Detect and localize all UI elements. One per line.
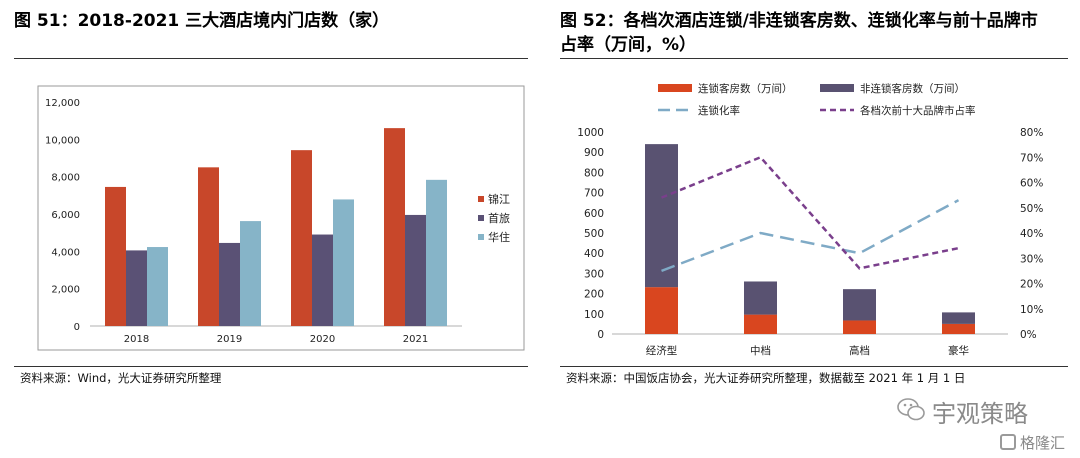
right-bar-nonchain <box>645 144 678 288</box>
right-y2-tick-label: 70% <box>1020 152 1043 164</box>
right-bar-nonchain <box>942 312 975 324</box>
left-bar-jinjiang <box>384 128 405 326</box>
right-y-tick-label: 500 <box>584 228 604 240</box>
right-x-tick-label: 经济型 <box>646 344 678 357</box>
right-line-chain-rate <box>661 199 960 273</box>
left-bar-huazhu <box>333 199 354 326</box>
right-y2-tick-label: 10% <box>1020 304 1043 316</box>
right-title-rule <box>560 58 1068 59</box>
right-bar-chain <box>843 320 876 334</box>
left-x-tick-label: 2021 <box>403 334 428 345</box>
left-chart: 0 2,000 4,000 6,000 8,000 10,000 12,000 2018 201… <box>37 85 525 351</box>
right-legend-label: 各档次前十大品牌市占率 <box>860 104 976 117</box>
left-bar-jinjiang <box>291 150 312 326</box>
left-y-tick-label: 4,000 <box>51 247 80 258</box>
right-legend-label: 连锁客房数（万间） <box>698 82 793 95</box>
left-title-rule <box>14 58 528 59</box>
left-y-tick-label: 10,000 <box>45 135 80 146</box>
right-bar-nonchain <box>744 281 777 315</box>
right-y2-tick-label: 80% <box>1020 127 1043 139</box>
left-bar-shoulv <box>405 214 426 326</box>
left-legend-label: 锦江 <box>488 192 510 206</box>
gelonghui-logo-icon <box>1000 434 1016 450</box>
wechat-icon <box>896 396 926 424</box>
right-legend-label: 非连锁客房数（万间） <box>860 82 965 95</box>
left-y-tick-label: 6,000 <box>51 210 80 221</box>
left-legend-label: 华住 <box>488 230 510 244</box>
left-legend-swatch <box>478 215 484 221</box>
right-y-tick-label: 200 <box>584 289 604 301</box>
right-legend-swatch-nonchain <box>820 84 854 92</box>
left-bar-huazhu <box>147 247 168 326</box>
right-line-top10-share <box>661 155 959 270</box>
right-bar-chain <box>942 323 975 334</box>
right-y2-tick-label: 0% <box>1020 329 1037 341</box>
right-y2-tick-label: 20% <box>1020 279 1043 291</box>
left-source-rule <box>14 366 528 367</box>
left-y-tick-label: 0 <box>74 322 80 333</box>
left-bar-shoulv <box>126 250 147 326</box>
left-bar-jinjiang <box>198 167 219 326</box>
right-y2-tick-label: 50% <box>1020 203 1043 215</box>
left-source-note: 资料来源：Wind，光大证券研究所整理 <box>20 371 222 385</box>
right-y-tick-label: 900 <box>584 147 604 159</box>
left-chart-title: 图 51：2018-2021 三大酒店境内门店数（家） <box>14 11 390 31</box>
right-y2-tick-label: 40% <box>1020 228 1043 240</box>
left-bar-huazhu <box>426 179 447 326</box>
right-y-tick-label: 700 <box>584 188 604 200</box>
right-bar-chain <box>744 314 777 334</box>
right-bar-chain <box>645 287 678 334</box>
right-source-rule <box>560 366 1068 367</box>
right-y2-tick-label: 60% <box>1020 178 1043 190</box>
right-y-tick-label: 800 <box>584 167 604 179</box>
left-y-tick-label: 8,000 <box>51 173 80 184</box>
left-bar-shoulv <box>312 234 333 326</box>
left-y-tick-label: 2,000 <box>51 285 80 296</box>
right-y-tick-label: 1000 <box>577 127 604 139</box>
left-x-tick-label: 2018 <box>124 334 149 345</box>
right-x-tick-label: 中档 <box>750 344 771 357</box>
watermark-text-yuguan: 宇观策略 <box>932 400 1028 428</box>
right-y-tick-label: 300 <box>584 268 604 280</box>
left-bar-shoulv <box>219 242 240 326</box>
right-y2-tick-label: 30% <box>1020 253 1043 265</box>
left-legend-swatch <box>478 196 484 202</box>
right-chart-title-line1: 图 52：各档次酒店连锁/非连锁客房数、连锁化率与前十品牌市 <box>560 11 1038 31</box>
right-legend-label: 连锁化率 <box>698 104 740 117</box>
right-y-tick-label: 100 <box>584 309 604 321</box>
left-legend-swatch <box>478 234 484 240</box>
right-y-tick-label: 400 <box>584 248 604 260</box>
right-legend-swatch-chain <box>658 84 692 92</box>
left-x-tick-label: 2020 <box>310 334 335 345</box>
left-bar-huazhu <box>240 221 261 326</box>
right-chart: 连锁客房数（万间） 非连锁客房数（万间） 连锁化率 各档次前十大品牌市占率 0 100 2… <box>577 82 1043 357</box>
left-legend-label: 首旅 <box>488 211 510 225</box>
watermark-text-gelonghui: 格隆汇 <box>1020 434 1066 452</box>
right-chart-title-line2: 占率（万间，%） <box>560 35 697 55</box>
right-x-tick-label: 高档 <box>849 344 870 357</box>
left-y-tick-label: 12,000 <box>45 98 80 109</box>
right-x-tick-label: 豪华 <box>948 344 969 357</box>
right-y-tick-label: 0 <box>597 329 604 341</box>
right-y-tick-label: 600 <box>584 208 604 220</box>
right-bar-nonchain <box>843 289 876 321</box>
right-source-note: 资料来源：中国饭店协会，光大证券研究所整理，数据截至 2021 年 1 月 1 … <box>566 371 966 385</box>
left-bar-jinjiang <box>105 186 126 326</box>
left-x-tick-label: 2019 <box>217 334 242 345</box>
